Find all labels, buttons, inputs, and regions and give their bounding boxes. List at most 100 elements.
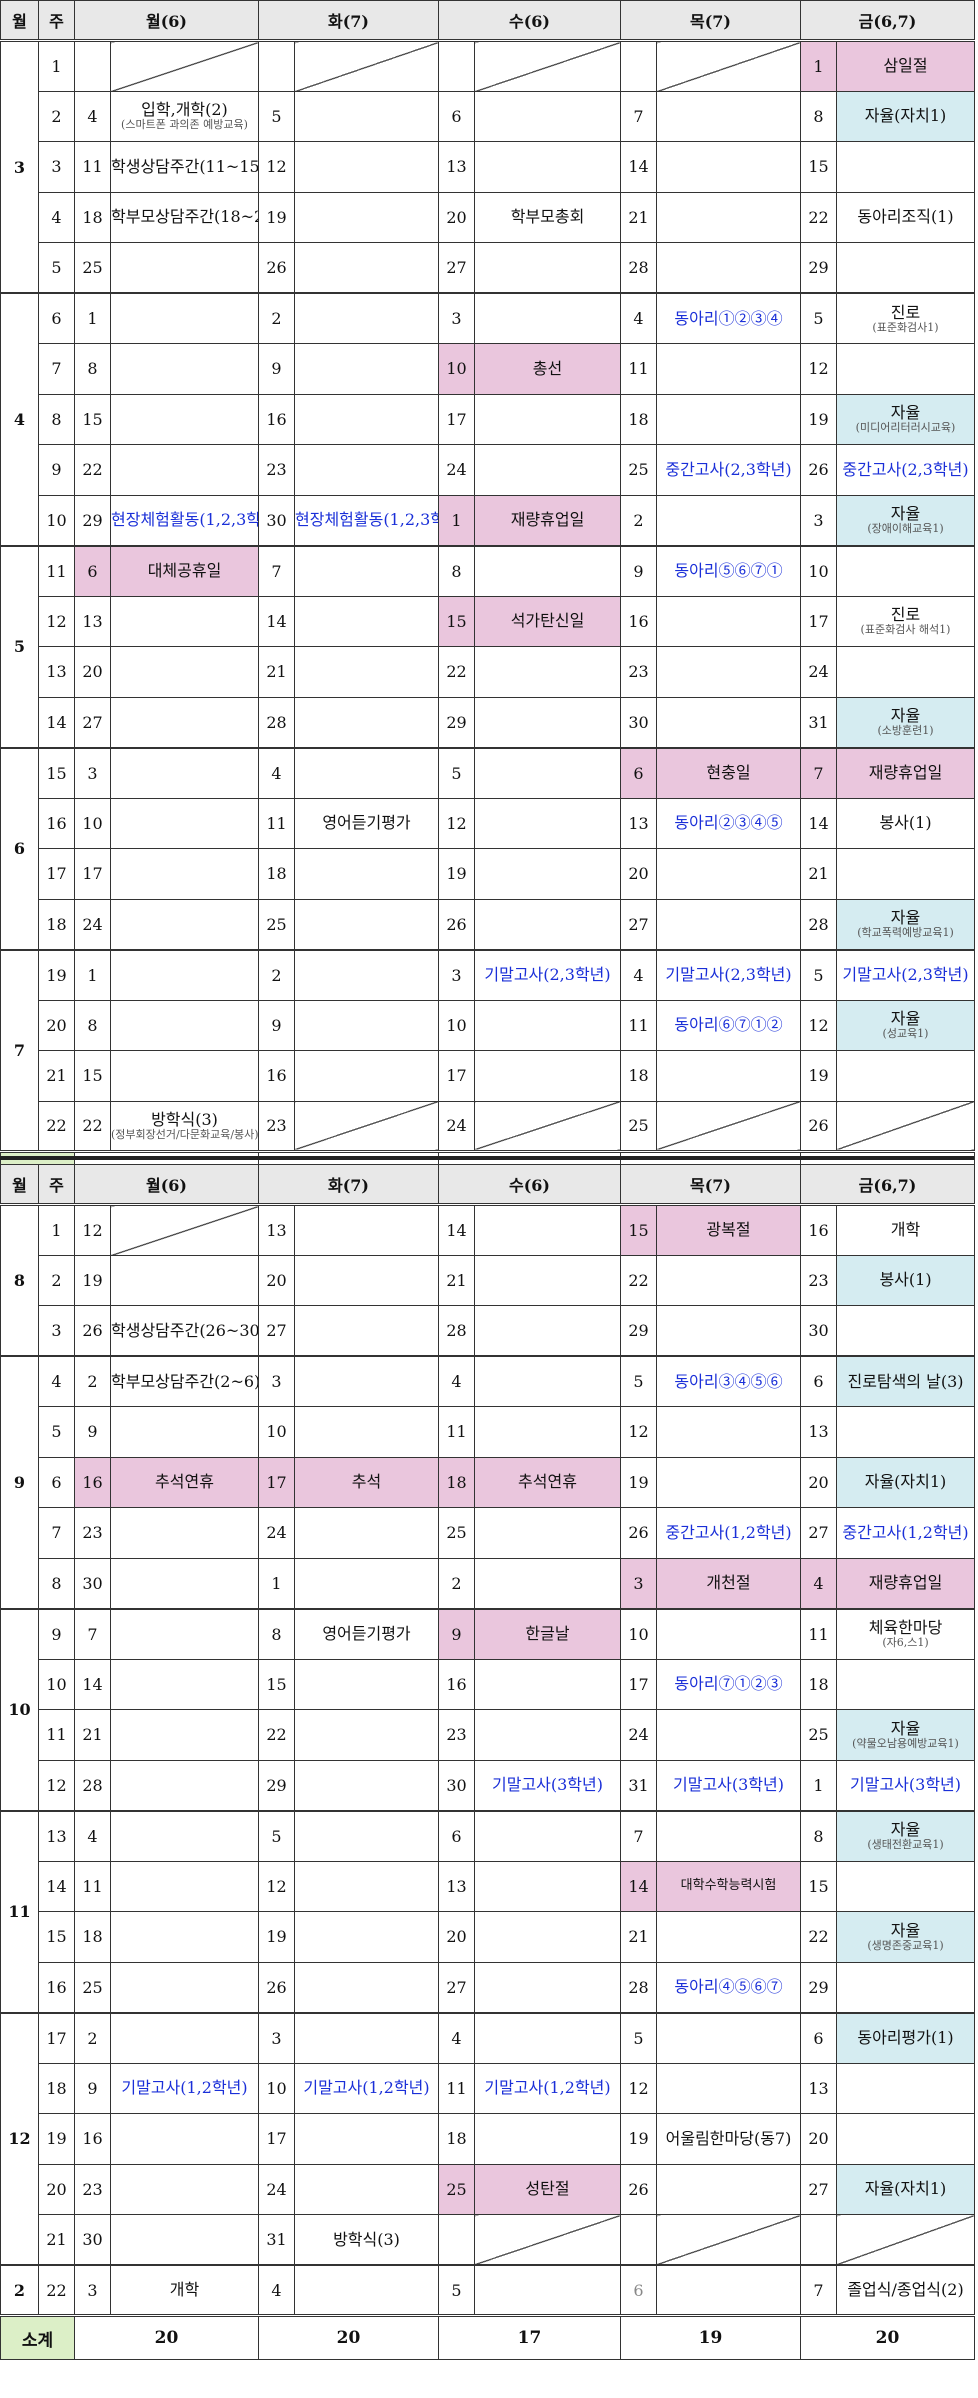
event-cell: 대체공휴일 xyxy=(110,545,259,597)
week-row: 21 15 16 17 18 19 xyxy=(1,1050,976,1102)
event-cell xyxy=(835,242,976,294)
date-cell: 1 xyxy=(800,40,837,92)
date-cell: 5 xyxy=(620,1355,657,1407)
event-cell: 영어듣기평가 xyxy=(294,1608,439,1660)
event-cell xyxy=(656,1709,801,1761)
week-number: 20 xyxy=(38,2163,75,2215)
date-cell: 26 xyxy=(620,2163,657,2215)
date-cell: 11 xyxy=(74,1860,111,1912)
date-cell: 25 xyxy=(258,898,295,951)
event-cell xyxy=(474,1961,621,2014)
date-cell: 30 xyxy=(258,494,295,547)
date-cell: 22 xyxy=(258,1709,295,1761)
date-cell: 25 xyxy=(74,242,111,294)
event-cell xyxy=(474,1305,621,1357)
date-cell: 6 xyxy=(438,90,475,142)
date-cell: 12 xyxy=(258,1860,295,1912)
event-cell xyxy=(835,646,976,698)
date-cell: 6 xyxy=(620,747,657,799)
date-cell: 18 xyxy=(258,848,295,900)
event-label: 진로 xyxy=(890,302,921,322)
date-cell: 27 xyxy=(74,696,111,749)
event-cell xyxy=(110,848,259,900)
event-label: 자율(자치1) xyxy=(864,2179,947,2199)
date-cell: 14 xyxy=(620,141,657,193)
event-cell xyxy=(294,1254,439,1306)
date-cell: 18 xyxy=(620,393,657,445)
date-cell: 15 xyxy=(438,595,475,647)
event-label: 현충일 xyxy=(706,763,751,782)
event-cell xyxy=(474,90,621,142)
event-cell xyxy=(835,545,976,597)
event-cell: 개학 xyxy=(835,1204,976,1256)
date-cell: 10 xyxy=(258,2062,295,2114)
event-cell: 기말고사(3학년) xyxy=(835,1759,976,1812)
event-label: 동아리평가(1) xyxy=(857,2028,954,2047)
date-cell: 15 xyxy=(74,393,111,445)
date-cell xyxy=(74,40,111,92)
event-cell xyxy=(110,949,259,1001)
date-cell: 21 xyxy=(800,848,837,900)
event-cell xyxy=(294,1961,439,2014)
date-cell: 27 xyxy=(438,1961,475,2014)
header-cell: 월 xyxy=(0,1164,39,1206)
event-cell xyxy=(835,1305,976,1357)
date-cell: 5 xyxy=(620,2012,657,2064)
date-cell: 1 xyxy=(258,1557,295,1610)
week-row: 14 27 28 29 30 31 자율 (소방훈련1) xyxy=(1,696,976,749)
date-cell: 21 xyxy=(258,646,295,698)
subtotal-value: 20 xyxy=(799,2314,976,2360)
event-cell: 기말고사(2,3학년) xyxy=(656,949,801,1001)
event-cell xyxy=(656,1911,801,1963)
event-cell xyxy=(294,1355,439,1407)
date-cell xyxy=(800,2214,837,2266)
event-label: 추석 xyxy=(351,1472,382,1492)
date-cell: 16 xyxy=(800,1204,837,1256)
date-cell: 9 xyxy=(438,1608,475,1660)
date-cell: 8 xyxy=(438,545,475,597)
date-cell: 12 xyxy=(438,797,475,849)
event-label: 기말고사(3학년) xyxy=(492,1775,603,1794)
date-cell: 28 xyxy=(620,1961,657,2014)
event-label: 동아리①②③④ xyxy=(674,308,783,328)
subtotal-value: 20 xyxy=(74,2314,259,2360)
event-label: 학생상담주간(11~15) xyxy=(111,156,259,176)
date-cell: 1 xyxy=(438,494,475,547)
date-cell: 22 xyxy=(800,1911,837,1963)
event-cell xyxy=(835,1961,976,2014)
event-label: 자율 xyxy=(890,403,921,423)
event-label: 동아리⑥⑦①② xyxy=(674,1015,783,1035)
event-note: (표준화검사 해석1) xyxy=(860,623,951,637)
event-cell xyxy=(656,141,801,193)
date-cell: 13 xyxy=(620,797,657,849)
date-cell: 10 xyxy=(438,343,475,395)
event-label: 학부모상담주간(2~6) xyxy=(111,1371,259,1391)
date-cell: 1 xyxy=(74,949,111,1001)
event-label: 중간고사(2,3학년) xyxy=(665,459,792,479)
event-cell xyxy=(474,40,621,92)
subtotal-value: 17 xyxy=(438,2314,621,2360)
week-row: 12 13 14 15 석가탄신일 16 17 진로 (표준화검사 해석1) xyxy=(1,595,976,647)
event-cell xyxy=(656,646,801,698)
week-row: 19 16 17 18 19 어울림한마당(동7) 20 xyxy=(1,2113,976,2165)
event-cell xyxy=(294,949,439,1001)
date-cell: 24 xyxy=(620,1709,657,1761)
event-cell xyxy=(474,444,621,496)
date-cell: 14 xyxy=(438,1204,475,1256)
date-cell: 26 xyxy=(800,1100,837,1153)
date-cell: 3 xyxy=(74,747,111,799)
date-cell: 29 xyxy=(438,696,475,749)
event-label: 현장체험활동(1,2,3학년) xyxy=(295,510,438,529)
event-cell xyxy=(110,1658,259,1710)
event-cell: 추석 xyxy=(294,1456,439,1508)
date-cell: 3 xyxy=(258,1355,295,1407)
header-cell: 목(7) xyxy=(620,0,801,42)
event-cell xyxy=(294,2163,439,2215)
date-cell xyxy=(620,2214,657,2266)
header-cell: 화(7) xyxy=(258,0,439,42)
event-label: 기말고사(2,3학년) xyxy=(842,965,969,984)
date-cell: 16 xyxy=(74,2113,111,2165)
header-cell: 목(7) xyxy=(620,1164,801,1206)
